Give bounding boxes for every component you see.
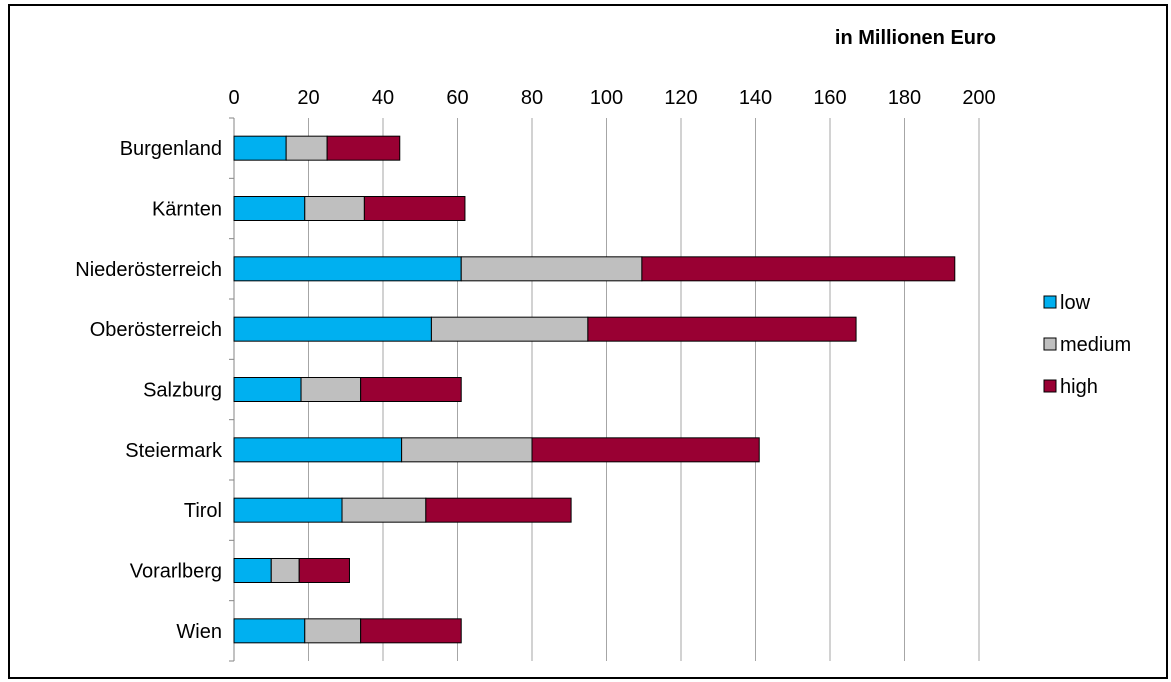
- bar-niederosterreich-low: [233, 256, 462, 282]
- legend-swatch-medium: [1043, 337, 1057, 351]
- category-label-vorarlberg: Vorarlberg: [130, 561, 222, 583]
- bar-oberosterreich-medium: [430, 316, 589, 342]
- bar-steiermark-high: [531, 437, 760, 463]
- bar-vorarlberg-high: [298, 558, 350, 583]
- bar-salzburg-high: [360, 377, 462, 402]
- x-tick-label-160: 160: [813, 87, 846, 109]
- stacked-bar-chart: 0 20 40 60 80 100 120 140 160 180 200 Burgenland Kär…: [10, 6, 1166, 677]
- x-tick-label-20: 20: [297, 87, 319, 109]
- x-tick-label-120: 120: [664, 87, 697, 109]
- category-label-karnten: Kärnten: [152, 199, 222, 221]
- category-label-steiermark: Steiermark: [125, 440, 223, 462]
- legend-label-low: low: [1060, 292, 1091, 314]
- bar-oberosterreich-low: [233, 316, 432, 342]
- x-tick-label-80: 80: [521, 87, 543, 109]
- category-label-wien: Wien: [176, 621, 222, 643]
- bar-vorarlberg-medium: [270, 558, 300, 583]
- bar-tirol-medium: [341, 497, 427, 523]
- bar-salzburg-medium: [300, 377, 362, 402]
- x-tick-label-180: 180: [888, 87, 921, 109]
- bar-wien-high: [360, 618, 462, 644]
- category-label-salzburg: Salzburg: [143, 380, 222, 402]
- bar-burgenland-medium: [285, 135, 328, 161]
- x-tick-label-0: 0: [228, 87, 239, 109]
- bar-steiermark-low: [233, 437, 403, 463]
- bar-niederosterreich-medium: [460, 256, 643, 282]
- bar-karnten-low: [233, 196, 306, 221]
- bar-burgenland-low: [233, 135, 287, 161]
- bar-wien-medium: [304, 618, 362, 644]
- legend-label-high: high: [1060, 376, 1098, 398]
- legend-swatch-low: [1043, 295, 1057, 309]
- bar-karnten-medium: [304, 196, 365, 221]
- x-tick-label-140: 140: [739, 87, 772, 109]
- category-label-tirol: Tirol: [184, 500, 222, 522]
- x-tick-label-100: 100: [590, 87, 623, 109]
- category-label-oberosterreich: Oberösterreich: [90, 319, 222, 341]
- labels: 0 20 40 60 80 100 120 140 160 180 200 Burgenland Kär…: [75, 87, 995, 643]
- bar-karnten-high: [363, 196, 466, 221]
- category-label-burgenland: Burgenland: [120, 138, 222, 160]
- legend: low medium high: [1043, 292, 1131, 398]
- axis-title: in Millionen Euro: [835, 27, 996, 49]
- category-label-niederosterreich: Niederösterreich: [75, 259, 222, 281]
- x-tick-label-60: 60: [446, 87, 468, 109]
- bar-steiermark-medium: [401, 437, 533, 463]
- bar-tirol-low: [233, 497, 343, 523]
- legend-label-medium: medium: [1060, 334, 1131, 356]
- bar-oberosterreich-high: [587, 316, 857, 342]
- bar-burgenland-high: [326, 135, 401, 161]
- bar-wien-low: [233, 618, 306, 644]
- legend-swatch-high: [1043, 379, 1057, 393]
- chart-frame: 0 20 40 60 80 100 120 140 160 180 200 Burgenland Kär…: [8, 4, 1168, 679]
- x-tick-label-40: 40: [372, 87, 394, 109]
- x-tick-label-200: 200: [962, 87, 995, 109]
- bar-niederosterreich-high: [641, 256, 956, 282]
- bar-vorarlberg-low: [233, 558, 272, 583]
- bar-tirol-high: [425, 497, 572, 523]
- bars: [233, 135, 956, 644]
- bar-salzburg-low: [233, 377, 302, 402]
